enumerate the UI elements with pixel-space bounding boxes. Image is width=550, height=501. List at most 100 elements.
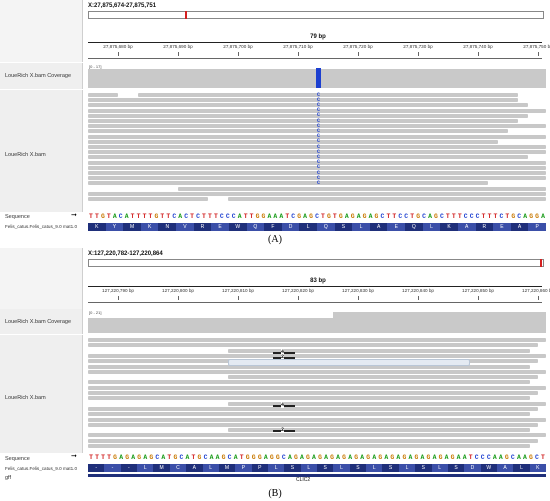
read[interactable] — [88, 338, 546, 342]
read[interactable] — [88, 160, 546, 165]
read[interactable] — [88, 438, 538, 443]
read[interactable] — [138, 93, 518, 97]
read[interactable] — [228, 348, 530, 353]
ruler-tick — [118, 52, 119, 56]
amino-acid: Y — [105, 223, 124, 231]
read[interactable] — [88, 155, 528, 160]
coverage-track-name: LoueRich X.bam Coverage — [5, 73, 72, 79]
chromosome-ideogram[interactable] — [88, 259, 544, 267]
amino-acid: S — [341, 224, 346, 230]
base: G — [326, 213, 331, 220]
read[interactable] — [88, 385, 546, 390]
coverage-track-label[interactable]: LoueRich X.bam Coverage — [0, 63, 83, 89]
read[interactable] — [228, 401, 546, 406]
read[interactable] — [228, 197, 546, 201]
read[interactable] — [88, 150, 546, 155]
amino-acid: S — [421, 465, 425, 471]
strand-arrow-icon[interactable]: ➞ — [71, 453, 77, 460]
base: C — [499, 213, 504, 220]
alignment-track-label[interactable]: LoueRich X.bam — [0, 90, 83, 212]
coverage-mismatch-bar[interactable] — [316, 68, 321, 88]
locus-box[interactable]: X:127,220,782-127,220,864 — [88, 251, 163, 257]
base: C — [475, 213, 480, 220]
strand-arrow-icon[interactable]: ➞ — [71, 212, 77, 219]
read[interactable] — [88, 444, 530, 448]
read[interactable] — [88, 113, 528, 118]
base: T — [487, 213, 492, 220]
read[interactable] — [88, 134, 546, 139]
sequence-label: Sequence — [5, 214, 30, 220]
read[interactable] — [88, 139, 498, 144]
base: A — [124, 213, 129, 220]
alignment-track-label[interactable]: LoueRich X.bam — [0, 335, 83, 453]
base: T — [190, 213, 194, 220]
ruler-tick — [298, 52, 299, 56]
amino-acid: V — [176, 223, 194, 231]
insertion-length: 4 — [281, 349, 285, 355]
amino-acid: K — [529, 464, 546, 472]
read[interactable] — [228, 428, 530, 433]
read[interactable] — [88, 171, 546, 175]
base: A — [444, 454, 449, 461]
coverage-track[interactable]: [0 - 21] — [88, 309, 546, 334]
read[interactable] — [88, 412, 530, 417]
read[interactable] — [88, 391, 538, 395]
read[interactable] — [88, 98, 518, 103]
read[interactable] — [88, 406, 538, 411]
read[interactable] — [88, 176, 546, 181]
read[interactable] — [88, 119, 518, 123]
ruler-tick — [358, 52, 359, 56]
chromosome-ideogram[interactable] — [88, 11, 544, 19]
base: T — [481, 213, 486, 220]
base: A — [396, 454, 401, 461]
ruler-tick-label: 127,220,810 bp — [222, 288, 254, 293]
low-quality-read[interactable] — [228, 359, 470, 366]
read[interactable] — [88, 380, 530, 385]
read[interactable] — [88, 191, 546, 196]
base: G — [257, 454, 262, 461]
base: A — [178, 213, 183, 220]
base: C — [291, 213, 296, 220]
gene-feature[interactable] — [88, 474, 546, 477]
base: T — [166, 213, 171, 220]
read[interactable] — [88, 396, 530, 401]
genome-label: Felis_catus.Felis_catus_9.0 mat1.0 — [5, 466, 78, 471]
base: G — [416, 213, 421, 220]
base: G — [330, 454, 334, 461]
read[interactable] — [88, 108, 546, 113]
read[interactable] — [88, 165, 546, 170]
amino-acid: L — [202, 464, 219, 472]
coverage-track-label[interactable]: LoueRich X.bam Coverage — [0, 309, 83, 334]
read[interactable] — [178, 186, 546, 191]
base: A — [279, 213, 284, 220]
ruler-tick-label: 27,875,720 bp — [343, 44, 373, 49]
locus-box[interactable]: X:27,875,674-27,875,751 — [88, 3, 157, 9]
base: C — [474, 454, 479, 461]
coverage-track[interactable]: [0 - 17] — [88, 63, 546, 89]
read[interactable] — [88, 181, 488, 186]
read[interactable] — [88, 197, 208, 201]
read[interactable] — [88, 364, 530, 369]
base: G — [251, 454, 256, 461]
base: A — [492, 454, 497, 461]
base: A — [372, 454, 377, 461]
read[interactable] — [228, 375, 538, 380]
base: C — [225, 213, 230, 220]
read[interactable] — [88, 353, 546, 358]
read[interactable] — [88, 129, 508, 134]
read[interactable] — [88, 124, 546, 129]
base: G — [113, 454, 118, 461]
read[interactable] — [88, 417, 546, 422]
read[interactable] — [88, 93, 118, 97]
read[interactable] — [88, 369, 546, 374]
read[interactable] — [88, 103, 528, 108]
read[interactable] — [88, 343, 538, 348]
read[interactable] — [88, 433, 546, 438]
coverage-bars-right — [333, 312, 546, 333]
read[interactable] — [88, 145, 546, 149]
read[interactable] — [88, 422, 538, 427]
